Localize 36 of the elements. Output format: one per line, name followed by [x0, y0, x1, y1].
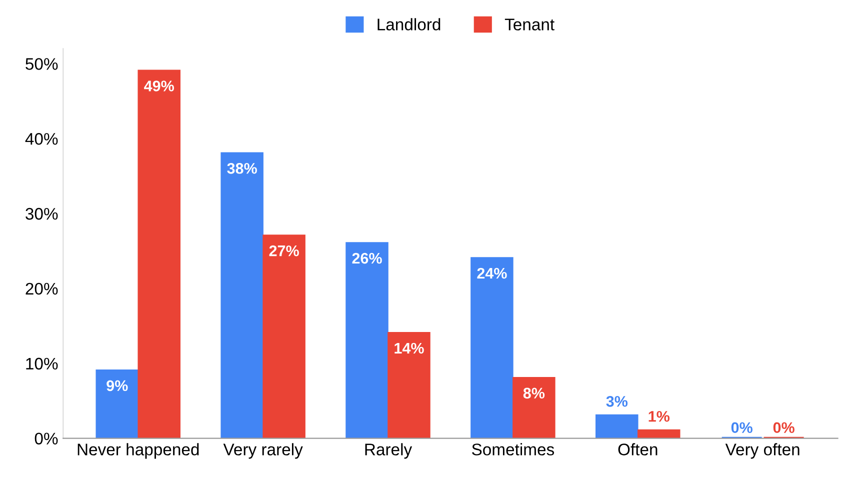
data-label: 1% — [648, 411, 670, 422]
data-label: 38% — [227, 162, 257, 174]
bar — [596, 414, 638, 438]
data-label: 3% — [606, 396, 628, 407]
y-tick-label: 30% — [26, 208, 58, 220]
data-label: 0% — [773, 422, 794, 434]
data-label: 0% — [731, 422, 752, 434]
bar — [388, 332, 430, 438]
y-tick-label: 50% — [26, 58, 58, 70]
data-label: 26% — [352, 252, 382, 264]
bar — [262, 234, 306, 438]
bar — [637, 429, 680, 438]
bar — [138, 70, 180, 438]
data-label: 27% — [269, 245, 299, 256]
data-label: 9% — [106, 380, 128, 392]
bar — [96, 369, 139, 438]
x-tick-label: Often — [618, 443, 658, 456]
legend-label: Tenant — [504, 18, 554, 30]
bar — [346, 242, 388, 438]
data-label: 8% — [523, 388, 545, 399]
data-label: 49% — [144, 80, 174, 92]
data-label: 24% — [477, 268, 507, 279]
x-tick-label: Rarely — [365, 443, 412, 459]
y-tick-label: 40% — [25, 133, 58, 145]
y-tick-label: 0% — [34, 432, 58, 445]
legend-label: Landlord — [378, 18, 440, 30]
bar — [220, 152, 264, 438]
data-label: 14% — [394, 342, 424, 354]
x-tick-label: Very often — [725, 443, 800, 459]
y-tick-label: 10% — [26, 358, 58, 370]
y-tick-label: 20% — [26, 282, 58, 295]
x-tick-label: Very rarely — [223, 443, 303, 459]
x-tick-label: Never happened — [78, 443, 199, 459]
bar — [470, 257, 514, 438]
bar — [512, 376, 556, 438]
x-tick-label: Sometimes — [472, 443, 554, 456]
